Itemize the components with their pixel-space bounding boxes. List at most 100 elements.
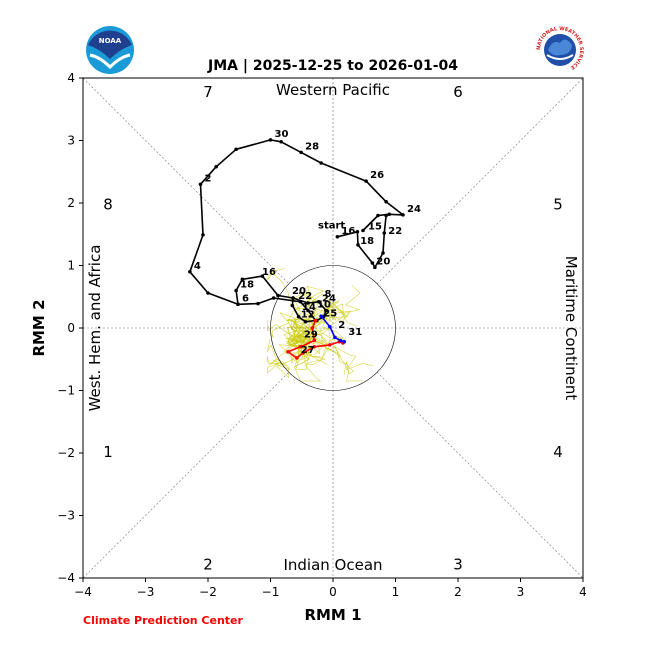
date-label: 28: [305, 141, 319, 152]
series-0-point: [279, 139, 283, 144]
series-0-point: [188, 269, 192, 274]
ensemble-member-line: [308, 308, 347, 344]
series-0-point: [256, 301, 260, 306]
date-label: 26: [370, 170, 384, 181]
date-label: 18: [360, 236, 374, 247]
region-label-top: Western Pacific: [276, 81, 390, 99]
series-3-point: [328, 343, 332, 347]
x-tick-label: −4: [74, 585, 92, 599]
series-4-point: [328, 324, 332, 329]
phase-number-3: 3: [453, 555, 463, 573]
series-1-point: [373, 265, 377, 270]
y-tick-label: 0: [67, 321, 75, 335]
date-label: 27: [301, 345, 315, 356]
series-0-point: [401, 213, 405, 217]
y-axis-label: RMM 2: [30, 299, 48, 356]
series-2-point: [316, 299, 321, 304]
date-label: 30: [275, 129, 289, 140]
date-label: 20: [376, 256, 390, 267]
phase-number-1: 1: [103, 443, 113, 461]
phase-diagonal: [82, 77, 290, 285]
ensemble-member-line: [267, 326, 311, 370]
series-0-point: [376, 213, 380, 218]
series-1-point: [335, 234, 340, 239]
series-0-point: [234, 288, 238, 293]
series-0-point: [236, 302, 240, 307]
series-0-point: [319, 161, 323, 165]
series-0-point: [260, 274, 265, 278]
date-label: start: [318, 221, 345, 232]
ensemble-member-line: [267, 320, 307, 352]
date-label: 6: [242, 293, 249, 304]
date-label: 31: [348, 327, 362, 338]
date-label: 18: [240, 280, 254, 291]
series-0-point: [240, 277, 245, 282]
series-0-point: [198, 182, 203, 187]
chart-title: JMA | 2025-12-25 to 2026-01-04: [207, 58, 458, 74]
x-tick-label: 0: [329, 585, 337, 599]
series-0-point: [201, 233, 205, 237]
unit-circle: [270, 265, 396, 391]
phase-number-8: 8: [103, 195, 113, 213]
x-tick-label: 1: [392, 585, 400, 599]
y-tick-label: −1: [57, 384, 75, 398]
series-0-point: [387, 212, 392, 217]
series-0-point: [234, 147, 238, 152]
phase-number-7: 7: [203, 83, 213, 101]
ensemble-member-line: [267, 332, 313, 379]
ensemble-member-lines: [267, 268, 373, 382]
date-label: 24: [322, 293, 336, 304]
date-label: 14: [302, 302, 316, 313]
series-1-point: [356, 243, 360, 247]
y-tick-label: 2: [67, 196, 75, 210]
series-0-point: [214, 164, 218, 169]
region-label-bottom: Indian Ocean: [283, 556, 382, 574]
climate-prediction-center-credit: Climate Prediction Center: [83, 614, 243, 627]
x-tick-label: 3: [517, 585, 525, 599]
phase-diagonal: [82, 371, 290, 579]
date-label: 22: [298, 291, 312, 302]
series-1-line: [337, 215, 387, 269]
series-0-point: [306, 308, 310, 313]
series-0-point: [206, 291, 210, 295]
region-label-left: West. Hem. and Africa: [86, 245, 104, 412]
series-1-point: [370, 261, 375, 265]
observed-rmm-track: [188, 138, 405, 360]
region-label-right: Maritime Continent: [562, 256, 580, 401]
y-tick-label: −2: [57, 446, 75, 460]
date-label: 4: [194, 261, 201, 272]
date-label: 24: [407, 204, 421, 215]
date-label: 12: [301, 310, 315, 321]
ensemble-member-line: [294, 321, 328, 382]
series-3-point: [312, 338, 317, 343]
y-tick-label: 4: [67, 71, 75, 85]
y-tick-label: 3: [67, 134, 75, 148]
series-3-point: [313, 318, 318, 323]
date-label: 8: [325, 289, 332, 300]
series-3-point: [298, 344, 303, 349]
x-axis-label: RMM 1: [304, 606, 361, 624]
x-tick-label: 4: [579, 585, 587, 599]
series-0-point: [384, 199, 388, 204]
date-label: 2: [205, 173, 212, 184]
date-label: 29: [304, 330, 318, 341]
series-2-point: [306, 301, 310, 305]
series-0-point: [268, 138, 273, 142]
series-3-point: [312, 344, 317, 349]
series-3-point: [286, 349, 290, 354]
phase-diagonal: [376, 77, 584, 285]
phase-diagonal: [376, 371, 584, 579]
ensemble-member-line: [292, 330, 341, 358]
x-tick-label: 2: [454, 585, 462, 599]
nws-logo: NATIONAL WEATHER SERVICE: [536, 26, 584, 74]
y-tick-label: 1: [67, 259, 75, 273]
x-tick-label: −1: [262, 585, 280, 599]
series-2-point: [291, 296, 295, 300]
series-1-point: [382, 231, 387, 235]
x-tick-label: −2: [199, 585, 217, 599]
ensemble-member-line: [283, 336, 310, 368]
